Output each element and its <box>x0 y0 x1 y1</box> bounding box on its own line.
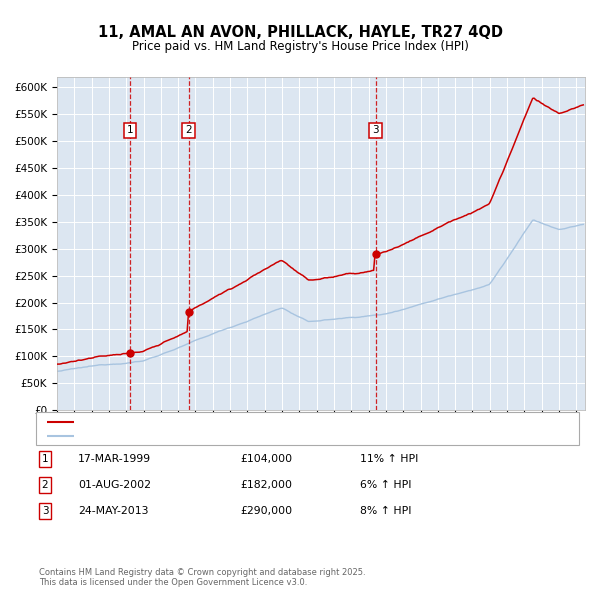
Text: Price paid vs. HM Land Registry's House Price Index (HPI): Price paid vs. HM Land Registry's House … <box>131 40 469 53</box>
Text: 24-MAY-2013: 24-MAY-2013 <box>78 506 149 516</box>
Text: 11, AMAL AN AVON, PHILLACK, HAYLE, TR27 4QD: 11, AMAL AN AVON, PHILLACK, HAYLE, TR27 … <box>97 25 503 40</box>
Text: 8% ↑ HPI: 8% ↑ HPI <box>360 506 412 516</box>
Text: £290,000: £290,000 <box>240 506 292 516</box>
Text: 17-MAR-1999: 17-MAR-1999 <box>78 454 151 464</box>
Text: HPI: Average price, detached house, Cornwall: HPI: Average price, detached house, Corn… <box>78 431 305 441</box>
Text: 01-AUG-2002: 01-AUG-2002 <box>78 480 151 490</box>
Text: 6% ↑ HPI: 6% ↑ HPI <box>360 480 412 490</box>
Text: £182,000: £182,000 <box>240 480 292 490</box>
Text: 2: 2 <box>185 126 192 136</box>
Text: 3: 3 <box>41 506 49 516</box>
Text: £104,000: £104,000 <box>240 454 292 464</box>
Text: 11, AMAL AN AVON, PHILLACK, HAYLE, TR27 4QD (detached house): 11, AMAL AN AVON, PHILLACK, HAYLE, TR27 … <box>78 417 413 427</box>
Text: 2: 2 <box>41 480 49 490</box>
Text: Contains HM Land Registry data © Crown copyright and database right 2025.
This d: Contains HM Land Registry data © Crown c… <box>39 568 365 587</box>
Text: 1: 1 <box>41 454 49 464</box>
Text: 3: 3 <box>372 126 379 136</box>
Text: 1: 1 <box>127 126 133 136</box>
Text: 11% ↑ HPI: 11% ↑ HPI <box>360 454 418 464</box>
